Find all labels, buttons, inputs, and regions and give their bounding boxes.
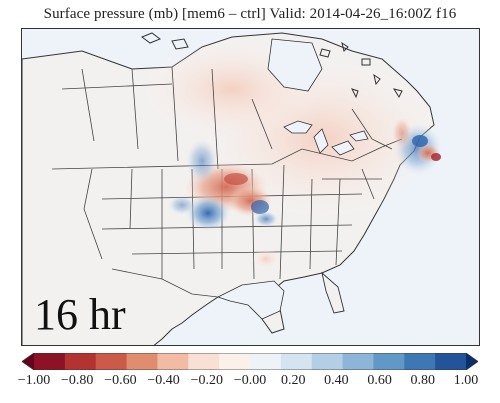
gulf-anomaly: [252, 249, 280, 269]
colorbar-cell: [157, 353, 188, 370]
colorbar-cell: [96, 353, 127, 370]
map-title: Surface pressure (mb) [mem6 – ctrl] Vali…: [0, 6, 500, 23]
colorbar-cell: [435, 353, 466, 370]
colorbar-cell: [281, 353, 312, 370]
forecast-hour-label: 16 hr: [34, 293, 126, 337]
colorbar-cell: [250, 353, 281, 370]
pressure-difference-map: 16 hr: [21, 28, 480, 346]
colorbar-cell: [373, 353, 404, 370]
colorbar-cell: [343, 353, 374, 370]
colorbar-tick-label: 0.80: [411, 373, 436, 389]
colorbar-cell: [22, 353, 34, 370]
colorbar-tick-label: −0.60: [104, 373, 136, 389]
colorbar-tick-label: −0.40: [147, 373, 179, 389]
colorbar-cell: [312, 353, 343, 370]
colorbar-ticks: −1.00 −0.80 −0.60 −0.40 −0.20 −0.00 0.20 0.40 0.…: [0, 373, 500, 393]
colorbar-tick-label: −0.20: [191, 373, 223, 389]
colorbar: [22, 353, 478, 370]
colorbar-cell: [188, 353, 219, 370]
colorbar-tick-label: 0.20: [281, 373, 306, 389]
colorbar-cell: [219, 353, 250, 370]
colorbar-cell: [127, 353, 158, 370]
colorbar-cell: [466, 353, 478, 370]
colorbar-cell: [34, 353, 65, 370]
colorbar-tick-label: 0.40: [324, 373, 349, 389]
colorbar-cell: [65, 353, 96, 370]
colorbar-tick-label: −0.80: [61, 373, 93, 389]
colorbar-tick-label: 1.00: [454, 373, 479, 389]
colorbar-cell: [404, 353, 435, 370]
colorbar-tick-label: 0.60: [367, 373, 392, 389]
colorbar-tick-label: −1.00: [18, 373, 50, 389]
colorbar-tick-label: −0.00: [234, 373, 266, 389]
